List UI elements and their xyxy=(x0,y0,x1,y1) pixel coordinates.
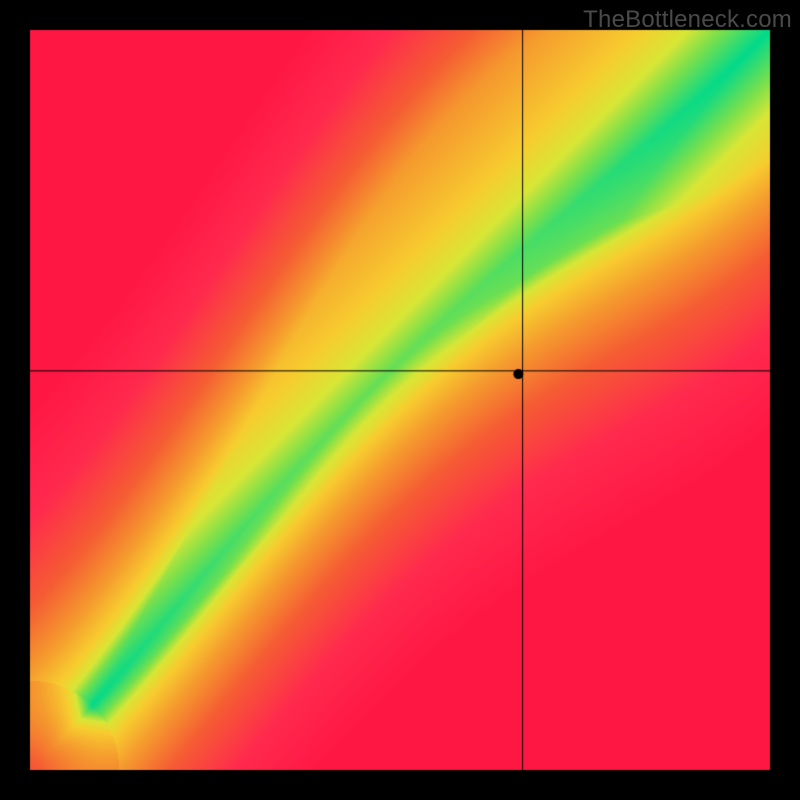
bottleneck-heatmap xyxy=(0,0,800,800)
watermark-text: TheBottleneck.com xyxy=(583,6,792,34)
